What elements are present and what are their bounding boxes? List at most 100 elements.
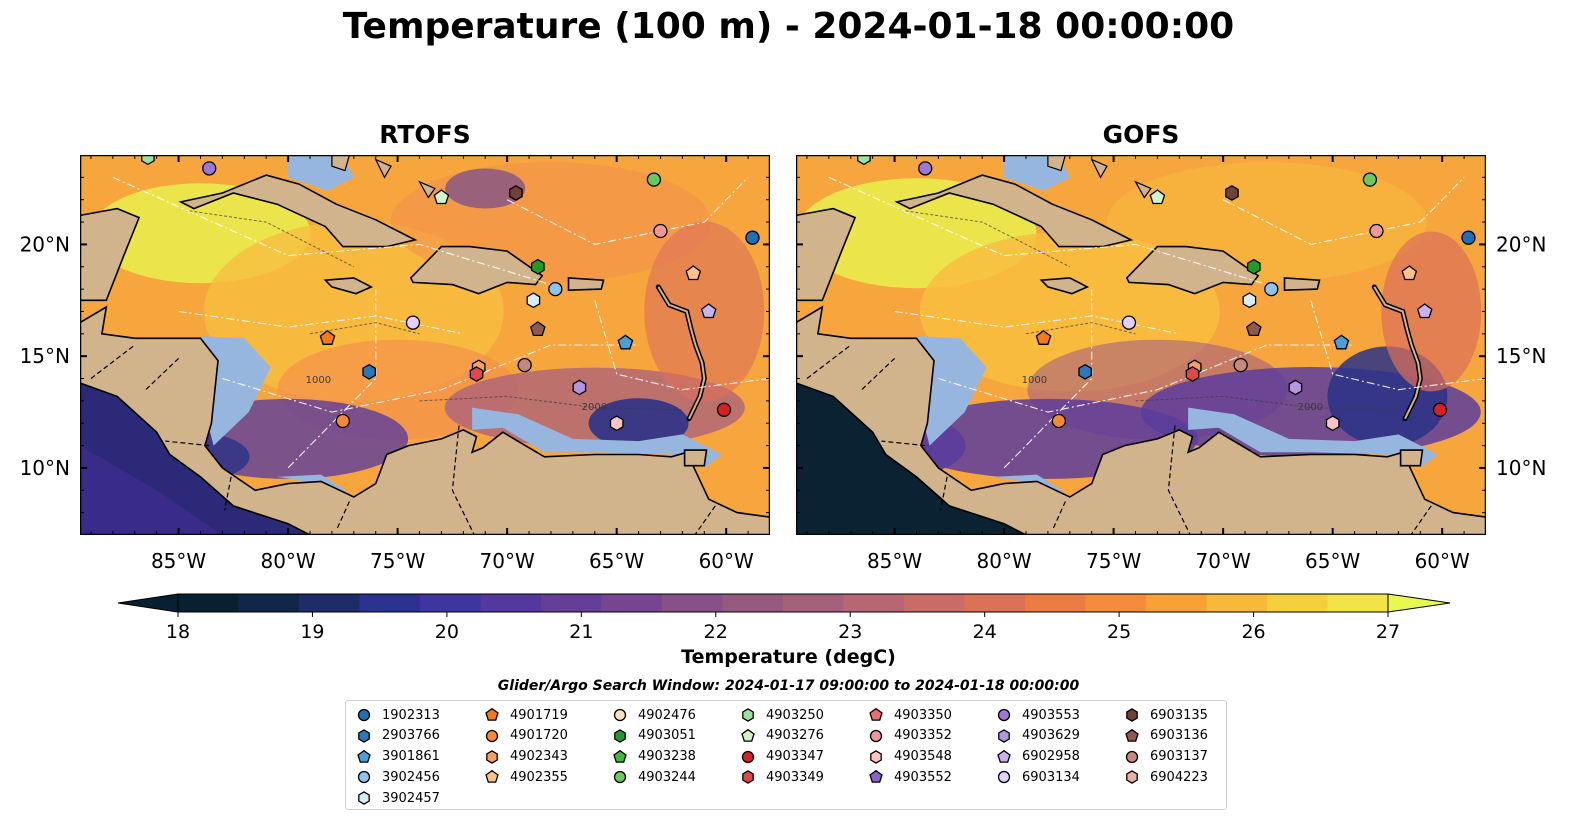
platform-marker-4903548 [609,415,624,432]
bathymetry-contour [1135,395,1399,411]
colorbar: 18 19 20 21 22 23 24 25 26 27 [117,593,1451,643]
legend-marker [1126,770,1138,785]
legend-item-4903553: 4903553 [996,705,1080,725]
colorbar-label: Temperature (degC) [681,646,896,668]
colorbar-segment [904,594,966,612]
legend-item-4903629: 4903629 [996,726,1080,746]
country-border [335,501,350,531]
map-frame [80,155,770,535]
contour-label: 1000 [1022,375,1047,386]
bathymetry-contour [189,210,355,268]
platform-marker-4903553 [918,161,933,176]
legend-item-6902958: 6902958 [996,747,1080,767]
legend-label: 1902313 [382,707,440,723]
bahamas-island [418,180,436,199]
legend-label: 4901720 [510,728,568,744]
legend-label: 6903135 [1150,707,1208,723]
platform-marker-4903629 [1288,379,1303,396]
land-mass [1125,245,1260,295]
eez-boundary [1222,177,1465,245]
legend-label: 2903766 [382,728,440,744]
platform-marker-4901719 [319,329,336,345]
legend-marker [997,708,1011,722]
legend-label: 4903347 [766,749,824,765]
circle-marker-icon [1125,750,1139,763]
map-panel-gofs[interactable]: 1000 2000 [796,155,1486,535]
platform-marker-6903137 [517,357,532,373]
lon-label: 80°W [976,549,1031,573]
land-mass [796,207,857,302]
legend-item-4902343: 4902343 [484,747,568,767]
legend-item-4903548: 4903548 [868,747,952,767]
colorbar-segment [238,594,300,612]
pentagon-marker-icon [613,749,627,763]
colorbar-tick-label: 25 [1107,621,1131,643]
country-border [90,344,136,379]
legend-label: 4903553 [1022,707,1080,723]
legend-item-1902313: 1902313 [356,705,440,725]
hexagon-marker-icon [358,728,370,743]
lat-label-left: 10°N [20,456,70,480]
legend-marker [869,707,883,721]
country-border [1167,425,1191,535]
lon-label: 75°W [370,549,425,573]
legend-marker [742,708,754,722]
map-panel-rtofs[interactable]: 1000 2000 [80,155,770,535]
colorbar-segment [1267,594,1329,612]
bathymetry-contour [1025,322,1136,335]
circle-marker-icon [741,750,755,763]
eez-boundary [222,344,639,413]
legend-item-4903250: 4903250 [740,705,824,725]
platform-marker-4903244 [1362,172,1378,187]
legend-item-6903137: 6903137 [1124,747,1208,767]
hexagon-marker-icon [870,749,882,764]
shallow-shelf [277,474,350,493]
legend-label: 6903134 [1022,769,1080,785]
bahamas-island [1090,158,1108,179]
legend-item-3902457: 3902457 [356,788,440,808]
land-mass [796,305,1486,535]
eez-boundary [112,176,552,286]
colorbar-tick-label: 24 [973,621,997,643]
legend-label: 4903238 [638,749,696,765]
legend-label: 4903349 [766,769,824,785]
hexagon-marker-icon [742,770,754,785]
colorbar-segment [601,594,663,612]
legend-item-6903136: 6903136 [1124,726,1208,746]
lon-label: 85°W [151,549,206,573]
bahamas-island [374,158,392,179]
pacific-ocean [796,383,1026,535]
colorbar-tick-label: 26 [1241,621,1265,643]
platform-marker-6903135 [509,185,523,201]
platform-marker-4903349 [469,366,484,382]
legend-item-4902476: 4902476 [612,705,696,725]
colorbar-segment [843,594,905,612]
legend-item-4903347: 4903347 [740,747,824,767]
legend-label: 3901861 [382,749,440,765]
legend-item-3901861: 3901861 [356,747,440,767]
panel-title-rtofs: RTOFS [379,120,471,149]
platform-marker-4903629 [572,379,587,396]
land-mass [80,207,141,302]
legend-item-4903552: 4903552 [868,767,952,787]
colorbar-segment [178,594,240,612]
search-window-text: Glider/Argo Search Window: 2024-01-17 09… [497,678,1080,694]
colorbar-tick-label: 27 [1376,621,1400,643]
legend-label: 6902958 [1022,749,1080,765]
platform-marker-4903244 [646,172,662,187]
legend-marker [997,749,1011,763]
colorbar-segment [1327,594,1389,612]
lon-label: 65°W [1305,549,1360,573]
bahamas-island [1047,155,1067,172]
pentagon-marker-icon [869,707,883,721]
legend-marker [869,729,883,742]
colorbar-tick-label: 22 [704,621,728,643]
legend-marker [485,770,499,784]
platform-marker-4903276 [1149,189,1166,205]
legend-marker [613,708,627,722]
lon-label: 70°W [480,549,535,573]
legend-marker [741,750,755,763]
legend-marker [870,749,882,764]
pentagon-marker-icon [357,749,371,763]
platform-marker-3901861 [1333,334,1350,350]
